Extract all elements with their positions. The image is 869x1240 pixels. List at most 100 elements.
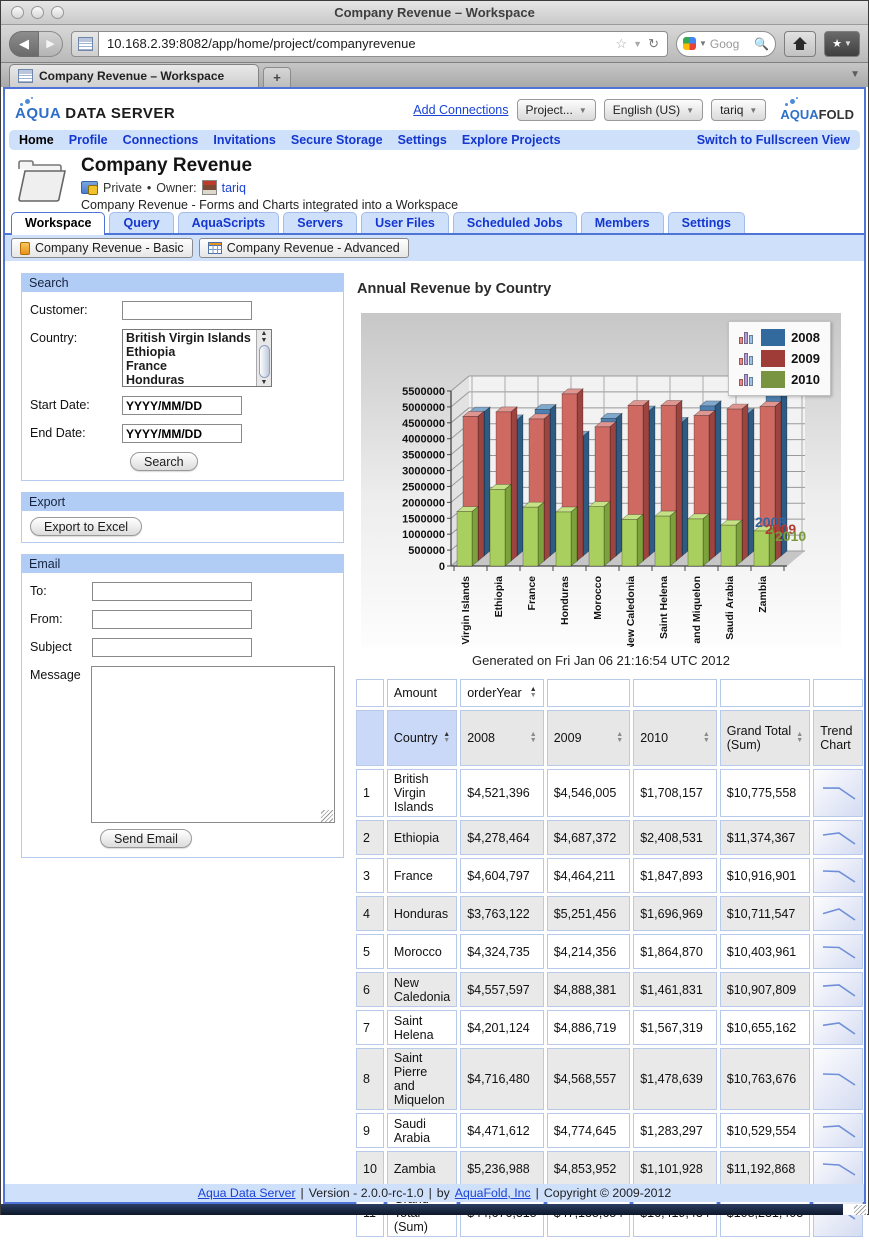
subtab-company-revenue-basic[interactable]: Company Revenue - Basic — [11, 238, 193, 258]
send-email-button[interactable]: Send Email — [100, 829, 192, 848]
export-to-excel-button[interactable]: Export to Excel — [30, 517, 143, 536]
sort-icon[interactable]: ▲ ▼ — [443, 731, 451, 744]
tab-members[interactable]: Members — [580, 212, 664, 233]
tab-servers[interactable]: Servers — [283, 212, 358, 233]
window-resize-grip[interactable] — [843, 1204, 867, 1215]
home-button[interactable] — [784, 30, 816, 57]
sort-icon[interactable]: ▲ ▼ — [529, 686, 537, 699]
nav-item-secure-storage[interactable]: Secure Storage — [290, 133, 383, 147]
trend-sparkline — [823, 831, 856, 845]
bookmarks-button[interactable]: ★ ▼ — [824, 30, 860, 57]
tab-settings[interactable]: Settings — [667, 212, 745, 233]
column-header-grand-total-sum-[interactable]: Grand Total (Sum) ▲ ▼ — [719, 710, 811, 766]
trend-chart-button[interactable] — [813, 820, 864, 855]
scroll-down-icon[interactable]: ▼ — [260, 379, 268, 386]
end-date-input[interactable] — [122, 424, 242, 443]
tab-query[interactable]: Query — [109, 212, 174, 233]
trend-chart-button[interactable] — [813, 858, 864, 893]
owner-link[interactable]: tariq — [221, 180, 246, 195]
customer-input[interactable] — [122, 301, 252, 320]
sort-icon[interactable]: ▲ ▼ — [616, 731, 624, 744]
cell-row-number: 9 — [356, 1113, 384, 1148]
sort-icon[interactable]: ▲ ▼ — [796, 731, 804, 744]
subject-input[interactable] — [92, 638, 252, 657]
textarea-resize-grip[interactable] — [321, 810, 333, 822]
nav-item-connections[interactable]: Connections — [122, 133, 199, 147]
bookmark-star-icon[interactable]: ☆ — [615, 35, 628, 51]
country-option[interactable]: Ethiopia — [126, 345, 176, 359]
project-description: Company Revenue - Forms and Charts integ… — [81, 198, 459, 212]
trend-chart-button[interactable] — [813, 769, 864, 817]
scrollbar-thumb[interactable] — [258, 345, 270, 378]
tab-aquascripts[interactable]: AquaScripts — [177, 212, 280, 233]
search-engine-field[interactable]: ▼ Goog 🔍 — [676, 30, 776, 57]
nav-item-explore-projects[interactable]: Explore Projects — [461, 133, 561, 147]
subtab-company-revenue-advanced[interactable]: Company Revenue - Advanced — [198, 238, 409, 258]
header-cell-orderyear[interactable]: orderYear ▲ ▼ — [460, 679, 544, 707]
trend-chart-button[interactable] — [813, 1048, 864, 1110]
search-button[interactable]: Search — [130, 452, 198, 471]
trend-chart-button[interactable] — [813, 972, 864, 1007]
url-text[interactable]: 10.168.2.39:8082/app/home/project/compan… — [107, 36, 416, 51]
url-dropdown-icon[interactable]: ▼ — [633, 38, 643, 49]
listbox-scrollbar[interactable]: ▲ ▼ ▼ — [256, 330, 271, 386]
nav-item-invitations[interactable]: Invitations — [213, 133, 276, 147]
message-textarea[interactable] — [90, 666, 335, 823]
owner-avatar[interactable] — [201, 180, 217, 195]
reload-icon[interactable]: ↻ — [648, 35, 659, 51]
new-tab-button[interactable]: + — [263, 67, 291, 87]
trend-chart-button[interactable] — [813, 1113, 864, 1148]
project-dropdown[interactable]: Project... ▼ — [516, 99, 596, 121]
tab-scheduled-jobs[interactable]: Scheduled Jobs — [452, 212, 577, 233]
country-listbox[interactable]: British Virgin Islands Ethiopia France Hond… — [122, 329, 272, 387]
svg-text:3000000: 3000000 — [402, 466, 445, 478]
nav-item-home[interactable]: Home — [19, 133, 54, 147]
back-button[interactable]: ◀ — [9, 30, 39, 57]
aquafold-link[interactable]: AquaFold, Inc — [454, 1186, 531, 1200]
search-engine-dropdown-icon[interactable]: ▼ — [699, 39, 707, 48]
forward-button[interactable]: ▶ — [39, 30, 63, 57]
sort-icon[interactable]: ▲ ▼ — [702, 731, 710, 744]
address-bar[interactable]: 10.168.2.39:8082/app/home/project/compan… — [99, 30, 668, 57]
page-title: Company Revenue — [81, 155, 253, 176]
scroll-down-icon[interactable]: ▼ — [260, 337, 268, 344]
trend-chart-button[interactable] — [813, 896, 864, 931]
cell-amount: $10,907,809 — [719, 972, 811, 1007]
nav-item-settings[interactable]: Settings — [397, 133, 447, 147]
trend-chart-button[interactable] — [813, 934, 864, 969]
svg-text:re and Miquelon: re and Miquelon — [691, 576, 703, 647]
country-option[interactable]: British Virgin Islands — [126, 331, 251, 345]
svg-text:4000000: 4000000 — [402, 434, 445, 446]
tab-workspace[interactable]: Workspace — [11, 212, 106, 235]
country-option[interactable]: Honduras — [126, 373, 185, 386]
close-window-icon[interactable] — [11, 6, 24, 19]
aqua-data-server-link[interactable]: Aqua Data Server — [197, 1186, 296, 1200]
column-header-country[interactable]: Country ▲ ▼ — [386, 710, 458, 766]
trend-chart-button[interactable] — [813, 1010, 864, 1045]
sort-icon[interactable]: ▲ ▼ — [529, 731, 537, 744]
tab-user-files[interactable]: User Files — [361, 212, 449, 233]
browser-tab[interactable]: Company Revenue – Workspace — [9, 64, 259, 87]
nav-item-profile[interactable]: Profile — [68, 133, 108, 147]
to-input[interactable] — [92, 582, 252, 601]
trend-chart-button[interactable] — [813, 1151, 864, 1186]
column-header-2008[interactable]: 2008 ▲ ▼ — [460, 710, 544, 766]
zoom-window-icon[interactable] — [51, 6, 64, 19]
column-header-2009[interactable]: 2009 ▲ ▼ — [546, 710, 631, 766]
scroll-up-icon[interactable]: ▲ — [260, 330, 268, 337]
fullscreen-link[interactable]: Switch to Fullscreen View — [696, 133, 850, 147]
magnifier-icon[interactable]: 🔍 — [754, 36, 769, 51]
language-dropdown[interactable]: English (US) ▼ — [603, 99, 704, 121]
minimize-window-icon[interactable] — [31, 6, 44, 19]
user-dropdown[interactable]: tariq ▼ — [711, 99, 767, 121]
start-date-input[interactable] — [122, 396, 242, 415]
site-identity-button[interactable] — [71, 30, 99, 57]
add-connections-link[interactable]: Add Connections — [413, 103, 509, 117]
tab-list-dropdown-icon[interactable]: ▼ — [850, 69, 860, 80]
start-date-label: Start Date: — [30, 398, 90, 412]
column-header-2010[interactable]: 2010 ▲ ▼ — [633, 710, 717, 766]
search-engine-text[interactable]: Goog — [709, 36, 740, 51]
from-input[interactable] — [92, 610, 252, 629]
cell-row-number: 1 — [356, 769, 384, 817]
country-option[interactable]: France — [126, 359, 167, 373]
